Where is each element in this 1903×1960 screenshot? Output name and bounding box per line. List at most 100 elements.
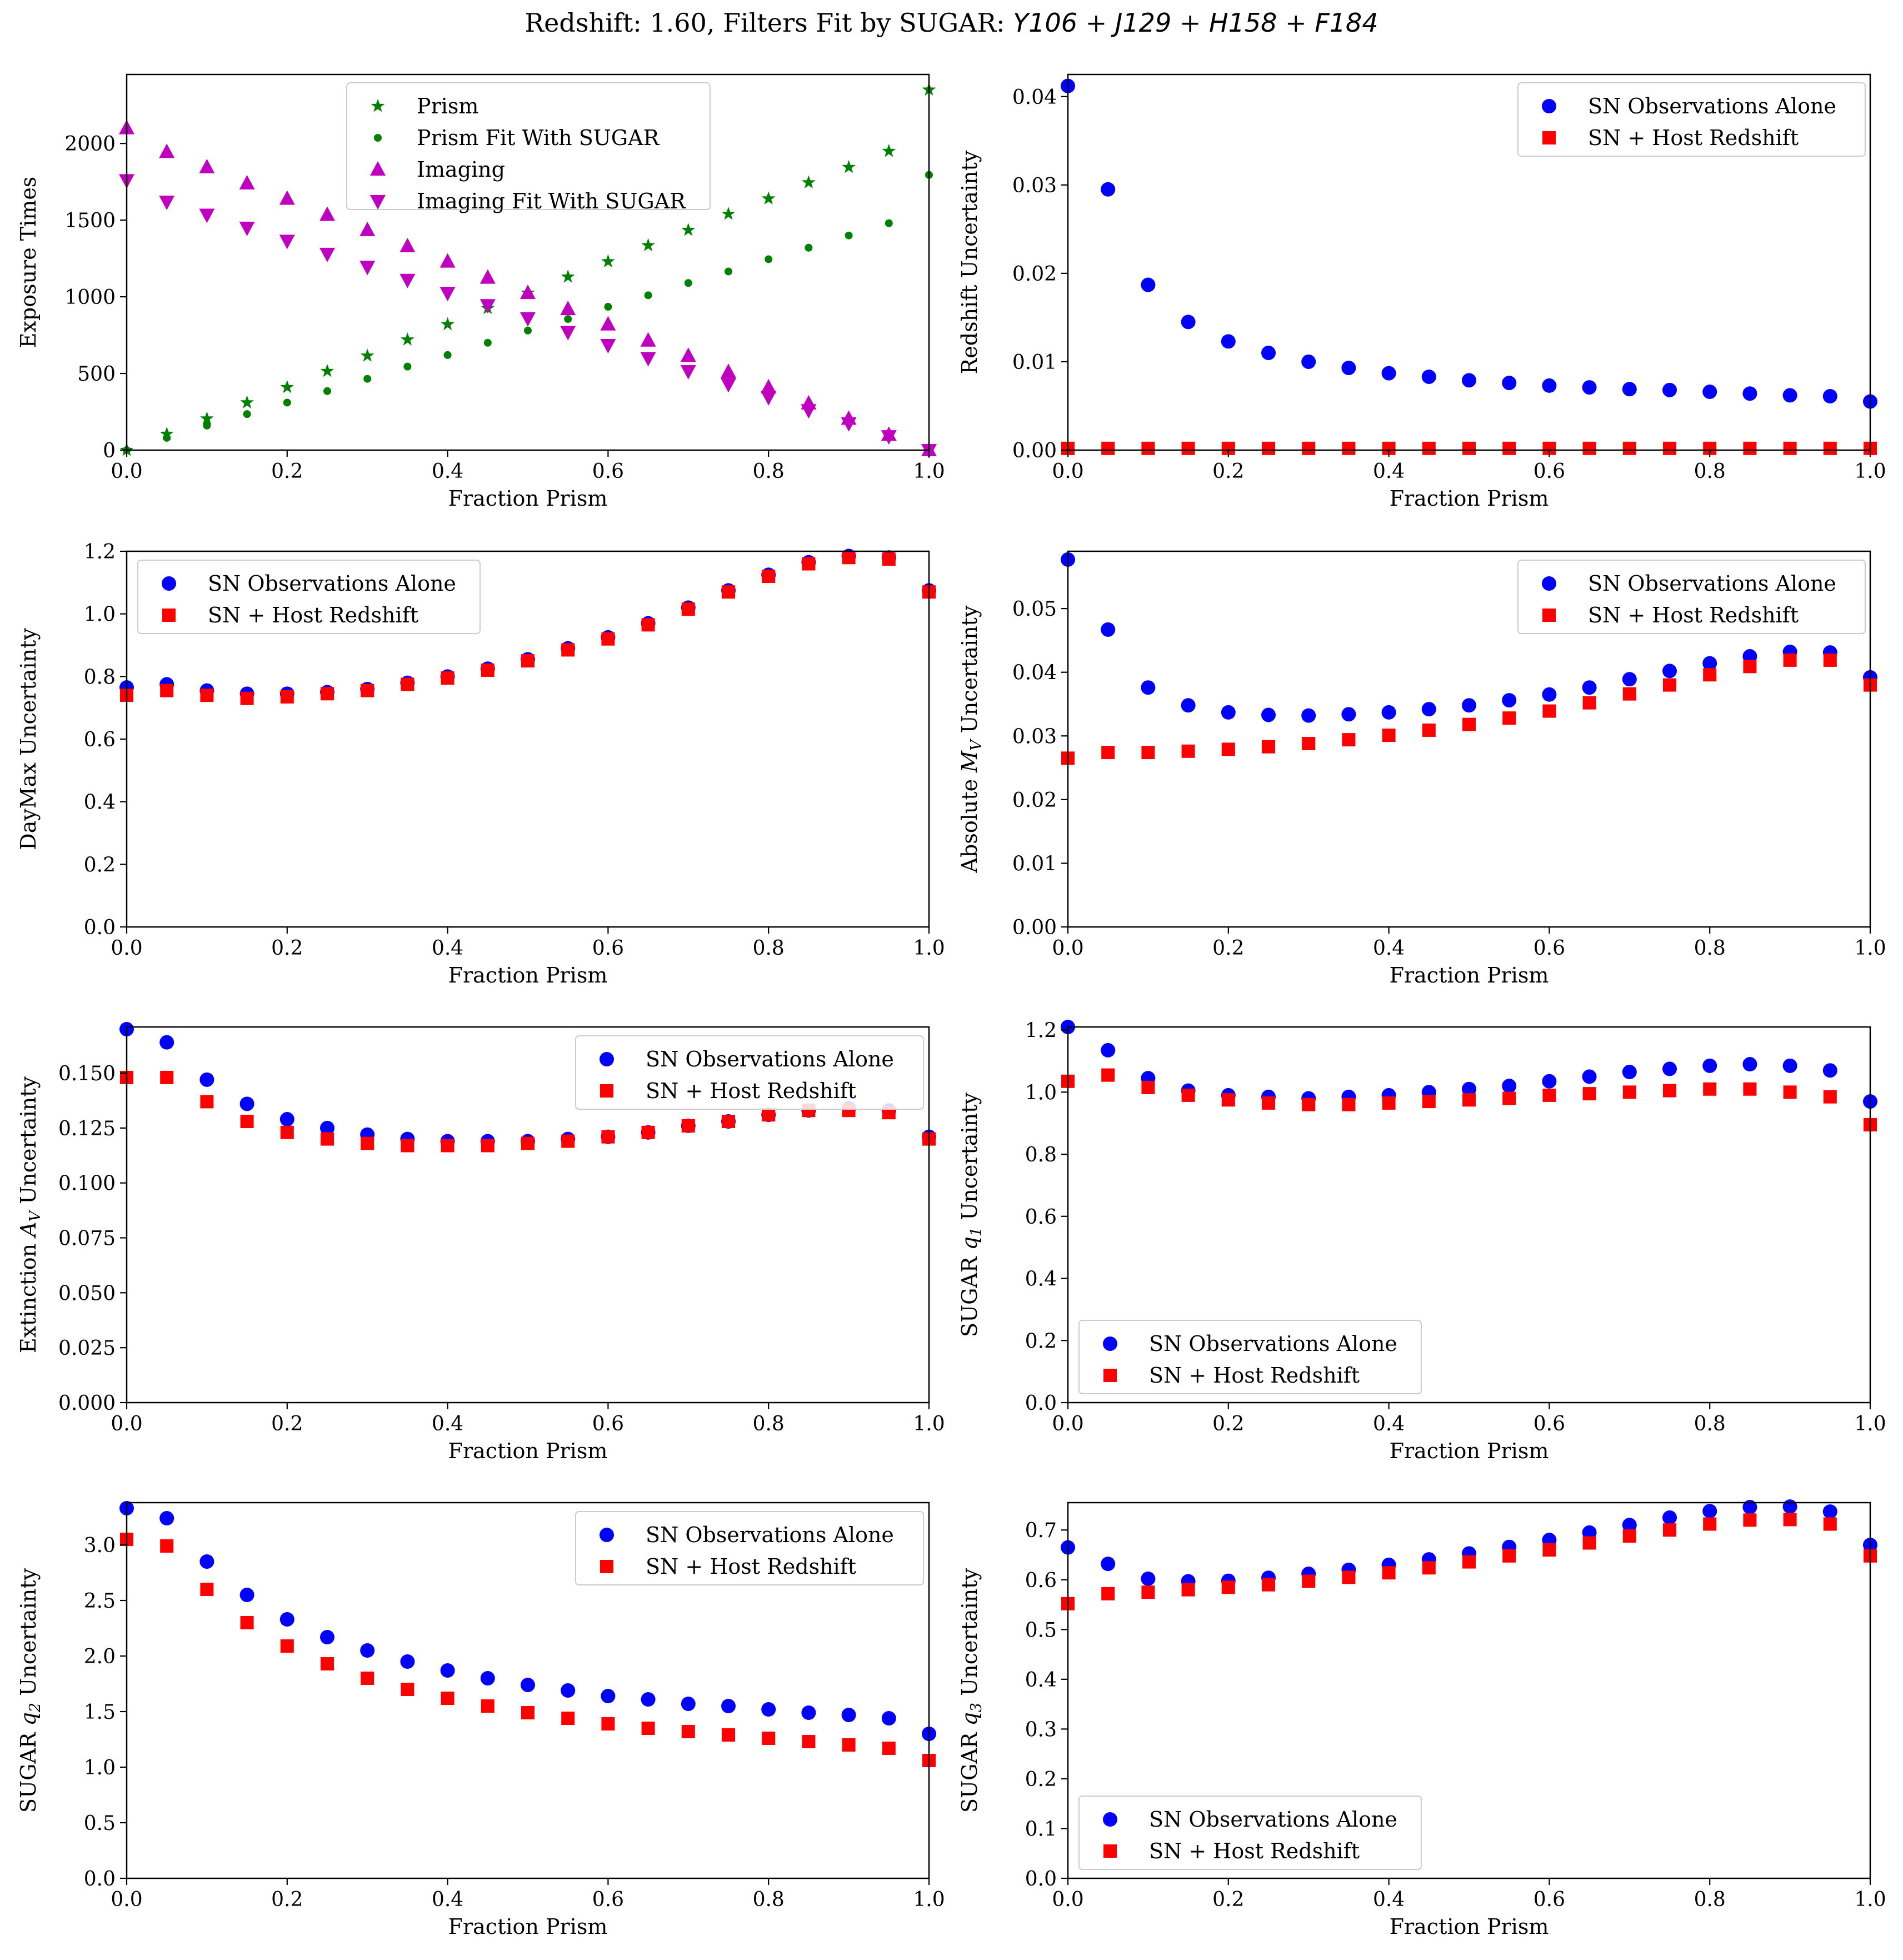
sn-host-redshift-point <box>722 1114 735 1128</box>
y-tick-label: 0.00 <box>1012 440 1057 462</box>
sn-host-redshift-point <box>401 677 414 691</box>
legend: SN Observations Alone SN + Host Redshift <box>1078 1796 1422 1870</box>
legend-label-prism: Prism <box>417 94 478 118</box>
sn-host-redshift-point <box>1342 441 1356 455</box>
y-tick-label: 0.6 <box>1025 1569 1057 1592</box>
sn-observations-alone-point <box>1702 1504 1717 1519</box>
sn-host-redshift-point <box>321 687 334 701</box>
sn-host-redshift-point <box>882 1742 896 1755</box>
axes-frame <box>126 1502 930 1879</box>
imaging-fit-with-sugar-point <box>239 221 255 236</box>
x-tick-label: 0.8 <box>753 460 785 483</box>
sn-host-redshift-point <box>601 1130 615 1144</box>
sn-observations-alone-point <box>1822 1504 1837 1519</box>
legend-label-sn-host-redshift: SN + Host Redshift <box>1149 1363 1360 1388</box>
y-tick-label: 0.3 <box>1025 1718 1057 1741</box>
sn-host-redshift-point <box>1342 1570 1356 1584</box>
sn-host-redshift-point <box>1462 1093 1476 1107</box>
imaging-fit-with-sugar-point <box>721 378 736 393</box>
legend: SN Observations Alone SN + Host Redshift <box>1517 560 1866 634</box>
x-tick-label: 0.8 <box>753 1413 785 1435</box>
imaging-fit-with-sugar-point <box>520 312 536 327</box>
y-tick-label: 1.2 <box>1025 1020 1057 1043</box>
sn-host-redshift-point <box>1703 1517 1717 1531</box>
sn-host-redshift-point <box>762 1108 776 1122</box>
y-axis-label: DayMax Uncertainty <box>16 628 41 850</box>
sn-observations-alone-point <box>199 1554 214 1569</box>
imaging-fit-with-sugar-point <box>600 338 616 353</box>
x-tick-label: 0.0 <box>111 1413 142 1435</box>
imaging-point <box>239 174 255 189</box>
x-tick-label: 0.6 <box>592 1888 624 1911</box>
sn-observations-alone-point <box>279 1612 294 1627</box>
sn-observations-alone-point <box>881 1711 896 1725</box>
sn-host-redshift-point <box>321 1657 334 1670</box>
sn-host-redshift-point <box>1823 1517 1837 1531</box>
sn-host-redshift-point <box>1141 746 1155 760</box>
y-tick-label: 2.5 <box>84 1590 116 1613</box>
legend-sn-host-redshift-marker <box>600 1084 613 1098</box>
sn-host-redshift-point <box>1181 1088 1195 1102</box>
sn-host-redshift-point <box>160 1539 174 1553</box>
sn-host-redshift-point <box>401 1139 414 1153</box>
prism-fit-with-sugar-point <box>203 421 211 430</box>
sn-observations-alone-point <box>1822 1063 1837 1078</box>
y-tick-label: 0.6 <box>1025 1206 1057 1229</box>
y-tick-label: 0.2 <box>1025 1768 1057 1791</box>
sn-host-redshift-point <box>1783 1513 1797 1527</box>
x-tick-label: 0.4 <box>1373 460 1405 483</box>
sn-host-redshift-point <box>842 1738 856 1752</box>
imaging-fit-with-sugar-point <box>359 261 376 276</box>
sn-host-redshift-point <box>1302 441 1316 455</box>
sn-host-redshift-point <box>1622 687 1636 701</box>
y-tick-label: 0.150 <box>58 1063 116 1085</box>
x-axis-label: Fraction Prism <box>1390 1439 1549 1463</box>
prism-fit-with-sugar-point <box>604 303 612 311</box>
sn-host-redshift-point <box>1823 1090 1837 1104</box>
y-tick-label: 1000 <box>64 286 116 309</box>
y-tick-label: 0.7 <box>1025 1519 1057 1542</box>
x-axis-label: Fraction Prism <box>1390 486 1549 511</box>
legend-prism-fit-with-sugar-marker <box>374 134 382 142</box>
legend-prism-marker <box>371 99 385 112</box>
panel-1: 0.0 0.2 0.4 0.6 0.8 1.0 0 500 1000 1500 2000 Fracti… <box>16 73 945 511</box>
imaging-fit-with-sugar-point <box>881 430 897 445</box>
prism-point <box>280 380 294 393</box>
sn-host-redshift-point <box>561 1134 575 1148</box>
sn-host-redshift-point <box>1141 1585 1155 1599</box>
points-group <box>119 548 936 705</box>
imaging-point <box>319 206 335 221</box>
y-tick-label: 0.025 <box>58 1337 116 1360</box>
sn-host-redshift-point <box>1462 441 1476 455</box>
y-axis-label: Absolute MV Uncertainty <box>957 605 985 873</box>
sn-observations-alone-point <box>1261 346 1276 361</box>
sn-host-redshift-point <box>1101 1068 1115 1082</box>
filter-1: Y106 <box>1013 8 1078 38</box>
prism-fit-with-sugar-point <box>524 326 532 335</box>
x-axis-label: Fraction Prism <box>448 1914 608 1939</box>
legend-sn-host-redshift-marker <box>1542 609 1556 622</box>
sn-host-redshift-point <box>521 1706 535 1719</box>
imaging-fit-with-sugar-point <box>319 247 335 262</box>
legend-sn-observations-alone-marker <box>1103 1336 1117 1351</box>
sn-host-redshift-point <box>1141 441 1155 455</box>
sn-observations-alone-point <box>801 1705 816 1720</box>
sn-host-redshift-point <box>280 1125 294 1139</box>
legend-label-sn-host-redshift: SN + Host Redshift <box>1588 603 1799 627</box>
points-group <box>1061 1020 1877 1131</box>
sn-host-redshift-point <box>1181 441 1195 455</box>
sn-observations-alone-point <box>841 1708 856 1722</box>
y-axis-label: SUGAR q1 Uncertainty <box>957 1093 985 1337</box>
x-tick-label: 0.2 <box>271 1888 303 1911</box>
prism-point <box>601 254 615 268</box>
imaging-point <box>480 269 496 284</box>
sn-host-redshift-point <box>641 618 655 632</box>
sn-observations-alone-point <box>1582 680 1597 695</box>
prism-fit-with-sugar-point <box>845 231 853 240</box>
sn-host-redshift-point <box>1502 441 1516 455</box>
y-tick-label: 0.0 <box>1025 1868 1057 1891</box>
sn-host-redshift-point <box>240 1616 254 1629</box>
imaging-point <box>279 190 295 205</box>
prism-fit-with-sugar-point <box>403 362 412 371</box>
